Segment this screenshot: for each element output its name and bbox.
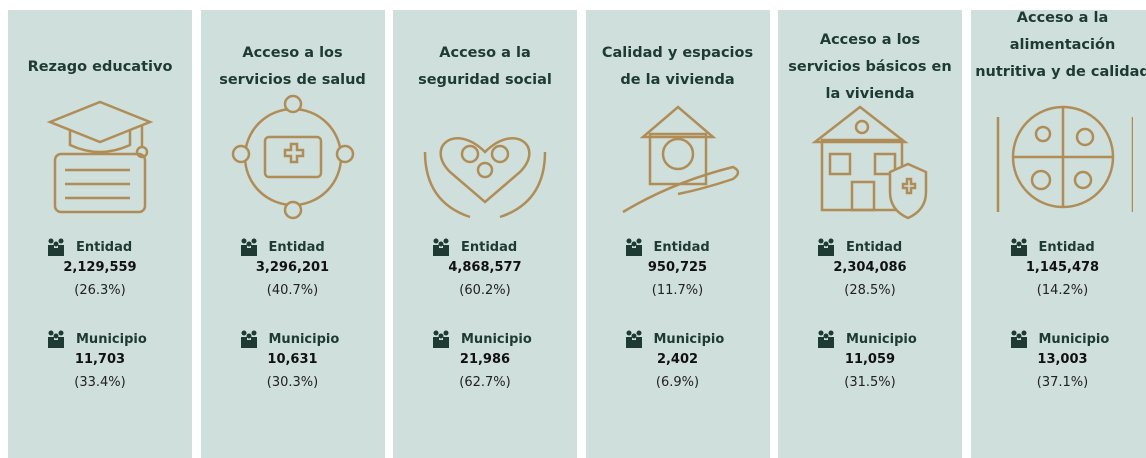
entidad-percent: (28.5%) [778,283,962,298]
entidad-label-text: Entidad [269,240,325,255]
municipio-value: 11,703 [8,352,192,367]
entidad-percent: (40.7%) [201,283,385,298]
municipio-label-text: Municipio [846,332,917,347]
card-icon [800,92,940,222]
people-icon [431,238,451,256]
municipio-percent: (30.3%) [201,375,385,390]
municipio-label: Municipio [239,330,340,348]
illustration [800,92,940,222]
indicator-card: Acceso a los servicios básicos en la viv… [778,10,962,458]
card-icon [608,92,748,222]
municipio-value: 2,402 [586,352,770,367]
municipio-label: Municipio [46,330,147,348]
municipio-label-text: Municipio [76,332,147,347]
people-icon [46,330,66,348]
entidad-label: Entidad [1009,238,1095,256]
entidad-percent: (11.7%) [586,283,770,298]
people-icon [1009,330,1029,348]
entidad-value: 4,868,577 [393,260,577,275]
municipio-percent: (62.7%) [393,375,577,390]
municipio-label: Municipio [1009,330,1110,348]
people-icon [239,330,259,348]
entidad-label: Entidad [46,238,132,256]
entidad-label: Entidad [431,238,517,256]
people-icon [239,238,259,256]
people-icon [816,330,836,348]
entidad-value: 950,725 [586,260,770,275]
entidad-label-text: Entidad [846,240,902,255]
card-icon [30,92,170,222]
illustration [223,92,363,222]
people-icon [624,238,644,256]
card-icon [415,92,555,222]
entidad-label: Entidad [239,238,325,256]
card-title: Acceso a la alimentación nutritiva y de … [971,10,1146,80]
people-icon [46,238,66,256]
people-icon [431,330,451,348]
entidad-percent: (26.3%) [8,283,192,298]
municipio-percent: (6.9%) [586,375,770,390]
municipio-label: Municipio [624,330,725,348]
entidad-label-text: Entidad [461,240,517,255]
municipio-percent: (31.5%) [778,375,962,390]
municipio-label-text: Municipio [269,332,340,347]
municipio-percent: (37.1%) [971,375,1146,390]
entidad-label: Entidad [624,238,710,256]
people-icon [624,330,644,348]
dashboard: Rezago educativoEntidad2,129,559(26.3%)M… [0,0,1146,458]
entidad-value: 1,145,478 [971,260,1146,275]
illustration [608,92,748,222]
entidad-label: Entidad [816,238,902,256]
entidad-label-text: Entidad [654,240,710,255]
municipio-label-text: Municipio [654,332,725,347]
municipio-value: 13,003 [971,352,1146,367]
entidad-value: 2,304,086 [778,260,962,275]
card-icon [223,92,363,222]
municipio-value: 21,986 [393,352,577,367]
illustration [30,92,170,222]
illustration [415,92,555,222]
entidad-percent: (60.2%) [393,283,577,298]
municipio-label: Municipio [816,330,917,348]
municipio-value: 10,631 [201,352,385,367]
card-icon [993,92,1133,222]
municipio-value: 11,059 [778,352,962,367]
municipio-label: Municipio [431,330,532,348]
municipio-percent: (33.4%) [8,375,192,390]
illustration [993,92,1133,222]
people-icon [1009,238,1029,256]
entidad-percent: (14.2%) [971,283,1146,298]
entidad-label-text: Entidad [76,240,132,255]
municipio-label-text: Municipio [461,332,532,347]
people-icon [816,238,836,256]
municipio-label-text: Municipio [1039,332,1110,347]
indicator-card: Acceso a la alimentación nutritiva y de … [971,10,1146,458]
entidad-label-text: Entidad [1039,240,1095,255]
entidad-value: 3,296,201 [201,260,385,275]
entidad-value: 2,129,559 [8,260,192,275]
